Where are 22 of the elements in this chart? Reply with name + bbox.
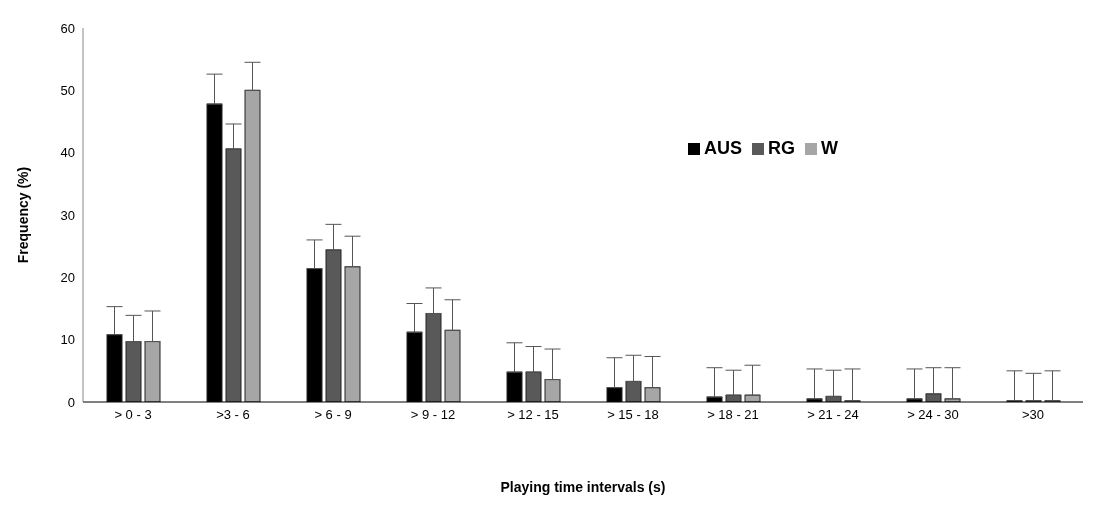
legend-label: W	[821, 138, 839, 158]
y-tick-label: 50	[60, 82, 75, 98]
legend-label: AUS	[704, 138, 743, 158]
x-tick-label: >30	[1021, 407, 1045, 423]
x-tick-label: > 6 - 9	[314, 407, 352, 423]
legend-label: RG	[768, 138, 796, 158]
y-axis-title: Frequency (%)	[14, 166, 31, 264]
y-tick-label: 60	[60, 20, 75, 36]
x-tick-label: > 9 - 12	[410, 407, 456, 423]
x-tick-label: > 18 - 21	[707, 407, 759, 423]
x-tick-label: >3 - 6	[216, 407, 250, 423]
x-tick-label: > 21 - 24	[807, 407, 859, 423]
y-tick-label: 10	[60, 332, 75, 348]
y-tick-label: 40	[60, 145, 75, 161]
x-axis-title: Playing time intervals (s)	[500, 479, 666, 495]
x-tick-label: > 24 - 30	[907, 407, 959, 423]
x-tick-label: > 12 - 15	[507, 407, 559, 423]
x-tick-label: > 15 - 18	[607, 407, 659, 423]
y-tick-label: 20	[60, 269, 75, 285]
y-tick-label: 0	[67, 394, 75, 410]
y-tick-label: 30	[60, 207, 75, 223]
x-tick-label: > 0 - 3	[114, 407, 152, 423]
